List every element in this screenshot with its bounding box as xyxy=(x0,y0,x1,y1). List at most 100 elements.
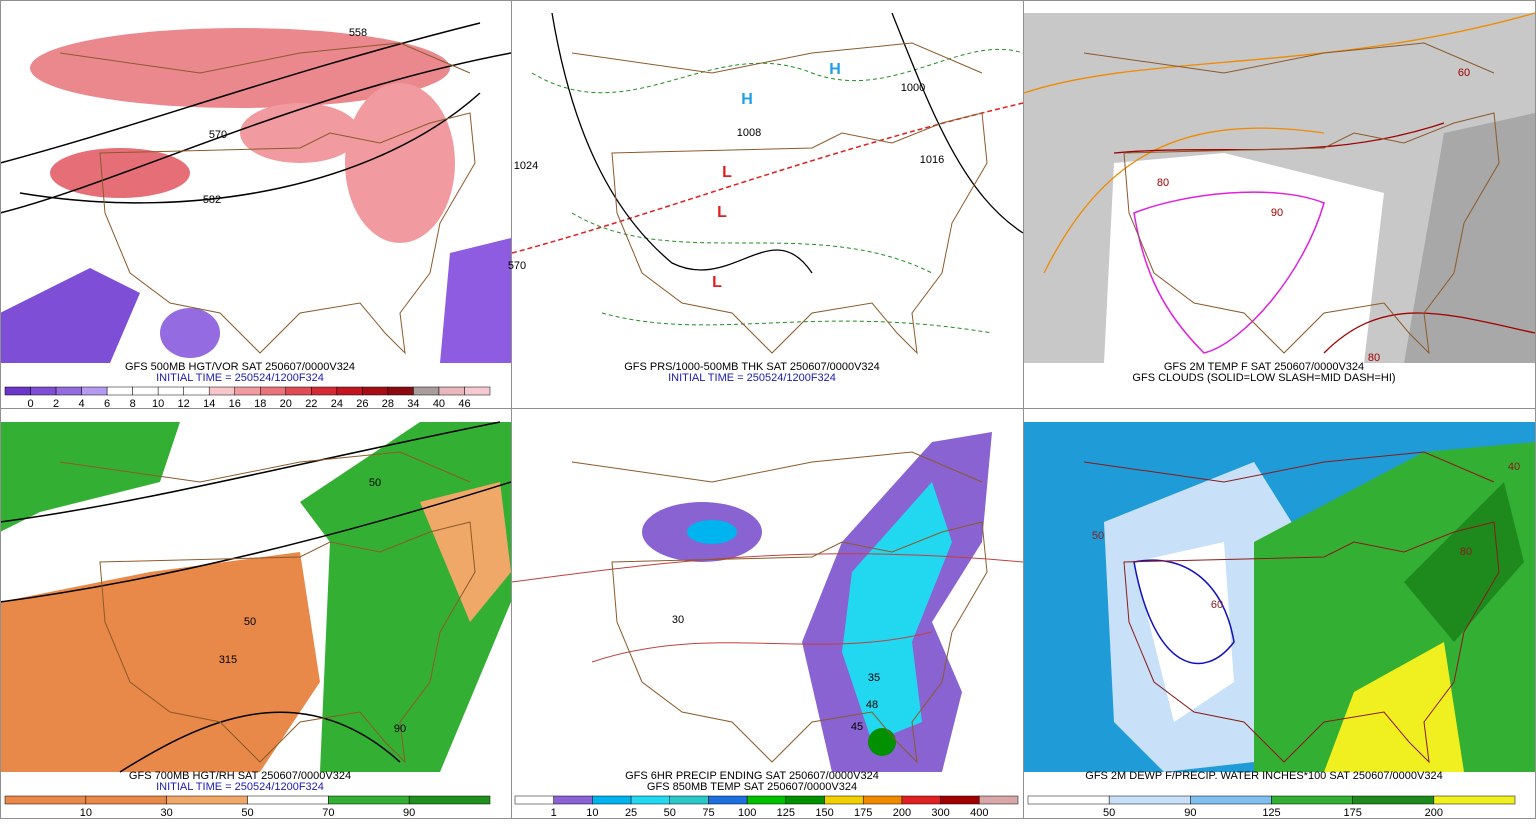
colorbar-label: 18 xyxy=(254,398,266,410)
map-label: 35 xyxy=(868,672,880,684)
colorbar-label: 150 xyxy=(815,807,833,819)
colorbar-label: 1 xyxy=(551,807,557,819)
color-swatch xyxy=(438,386,465,396)
caption: GFS 6HR PRECIP ENDING SAT 250607/0000V32… xyxy=(625,770,879,782)
colorbar-label: 125 xyxy=(777,807,795,819)
map-label: 50 xyxy=(244,616,256,628)
colorbar-label: 28 xyxy=(382,398,394,410)
caption: GFS 500MB HGT/VOR SAT 250607/0000V324 xyxy=(125,361,355,373)
colorbar-label: 90 xyxy=(403,807,415,819)
map-label: 570 xyxy=(209,129,227,141)
map-label: 80 xyxy=(1460,546,1472,558)
map-label: 60 xyxy=(1458,67,1470,79)
color-swatch xyxy=(4,795,87,805)
color-swatch xyxy=(132,386,159,396)
caption: GFS 850MB TEMP SAT 250607/0000V324 xyxy=(647,781,857,793)
map-label: 45 xyxy=(851,721,863,733)
colorbar-label: 40 xyxy=(433,398,445,410)
color-swatch xyxy=(336,386,363,396)
caption: GFS 2M TEMP F SAT 250607/0000V324 xyxy=(1164,361,1364,373)
colorbar-label: 50 xyxy=(664,807,676,819)
caption: GFS CLOUDS (SOLID=LOW SLASH=MID DASH=HI) xyxy=(1132,372,1395,384)
caption: GFS 2M DEWP F/PRECIP. WATER INCHES*100 S… xyxy=(1085,770,1442,782)
colorbar-label: 12 xyxy=(178,398,190,410)
colorbar-label: 75 xyxy=(702,807,714,819)
color-swatch xyxy=(1271,795,1353,805)
map-pressure xyxy=(511,12,1024,363)
map-label: 48 xyxy=(866,699,878,711)
colorbar-label: 46 xyxy=(458,398,470,410)
color-swatch xyxy=(746,795,787,805)
color-swatch xyxy=(4,386,31,396)
colorbar-label: 26 xyxy=(356,398,368,410)
colorbar-label: 22 xyxy=(305,398,317,410)
caption: GFS 700MB HGT/RH SAT 250607/0000V324 xyxy=(129,770,351,782)
map-label: 315 xyxy=(219,654,237,666)
color-swatch xyxy=(901,795,941,805)
color-swatch xyxy=(514,795,554,805)
map-label: 50 xyxy=(369,477,381,489)
color-swatch xyxy=(669,795,709,805)
caption: INITIAL TIME = 250524/1200F324 xyxy=(156,372,324,384)
color-swatch xyxy=(387,386,414,396)
colorbar-label: 50 xyxy=(241,807,253,819)
colorbar-label: 6 xyxy=(104,398,110,410)
map-label: 570 xyxy=(508,260,526,272)
colorbar-label: 34 xyxy=(407,398,419,410)
color-swatch xyxy=(862,795,903,805)
colorbar-label: 125 xyxy=(1262,807,1280,819)
map-label: 1016 xyxy=(920,154,944,166)
map-label: L xyxy=(712,274,722,291)
map-label: 80 xyxy=(1157,177,1169,189)
color-swatch xyxy=(1352,795,1435,805)
color-swatch xyxy=(464,386,491,396)
color-swatch xyxy=(285,386,312,396)
color-swatch xyxy=(553,795,593,805)
caption: INITIAL TIME = 250524/1200F324 xyxy=(156,781,324,793)
color-swatch xyxy=(157,386,184,396)
colorbar-label: 400 xyxy=(970,807,988,819)
color-swatch xyxy=(85,795,167,805)
colorbar-label: 175 xyxy=(854,807,872,819)
color-swatch xyxy=(785,795,825,805)
map-precip xyxy=(511,422,1024,772)
map-temperature xyxy=(1023,12,1536,363)
map-label: 1008 xyxy=(737,127,761,139)
color-swatch xyxy=(208,386,235,396)
colorbar-label: 24 xyxy=(331,398,343,410)
color-swatch xyxy=(630,795,671,805)
map-label: L xyxy=(722,164,732,181)
colorbar-label: 2 xyxy=(53,398,59,410)
map-label: 90 xyxy=(1271,207,1283,219)
color-swatch xyxy=(311,386,338,396)
map-label: H xyxy=(829,61,841,78)
map-label: 30 xyxy=(672,614,684,626)
map-label: H xyxy=(741,91,753,108)
map-label: 40 xyxy=(1508,461,1520,473)
color-swatch xyxy=(940,795,980,805)
color-swatch xyxy=(413,386,440,396)
colorbar-label: 20 xyxy=(280,398,292,410)
color-swatch xyxy=(1108,795,1191,805)
color-swatch xyxy=(979,795,1019,805)
colorbar-label: 14 xyxy=(203,398,215,410)
map-label: 1024 xyxy=(514,160,538,172)
colorbar-label: 25 xyxy=(625,807,637,819)
colorbar-label: 100 xyxy=(738,807,756,819)
map-700mb xyxy=(0,421,512,773)
colorbar-label: 300 xyxy=(931,807,949,819)
map-dewpoint xyxy=(1024,422,1535,772)
colorbar-label: 8 xyxy=(130,398,136,410)
colorbar-label: 10 xyxy=(586,807,598,819)
colorbar-label: 200 xyxy=(1425,807,1443,819)
map-500mb xyxy=(0,13,512,363)
color-swatch xyxy=(234,386,261,396)
map-label: L xyxy=(717,204,727,221)
color-swatch xyxy=(408,795,491,805)
map-label: 90 xyxy=(394,723,406,735)
color-swatch xyxy=(1190,795,1272,805)
caption: GFS PRS/1000-500MB THK SAT 250607/0000V3… xyxy=(624,361,880,373)
color-swatch xyxy=(106,386,133,396)
map-label: 60 xyxy=(1211,599,1223,611)
